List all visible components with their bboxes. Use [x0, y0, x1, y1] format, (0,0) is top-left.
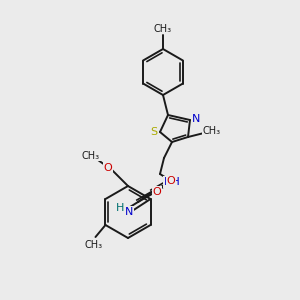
Text: O: O — [167, 176, 176, 186]
Text: CH₃: CH₃ — [154, 24, 172, 34]
Text: O: O — [153, 187, 161, 197]
Text: NH: NH — [164, 177, 180, 187]
Text: S: S — [150, 127, 158, 137]
Text: H: H — [116, 203, 124, 213]
Text: N: N — [192, 114, 200, 124]
Text: CH₃: CH₃ — [82, 151, 100, 161]
Text: CH₃: CH₃ — [203, 126, 221, 136]
Text: N: N — [125, 207, 133, 217]
Text: O: O — [103, 163, 112, 173]
Text: CH₃: CH₃ — [84, 240, 103, 250]
